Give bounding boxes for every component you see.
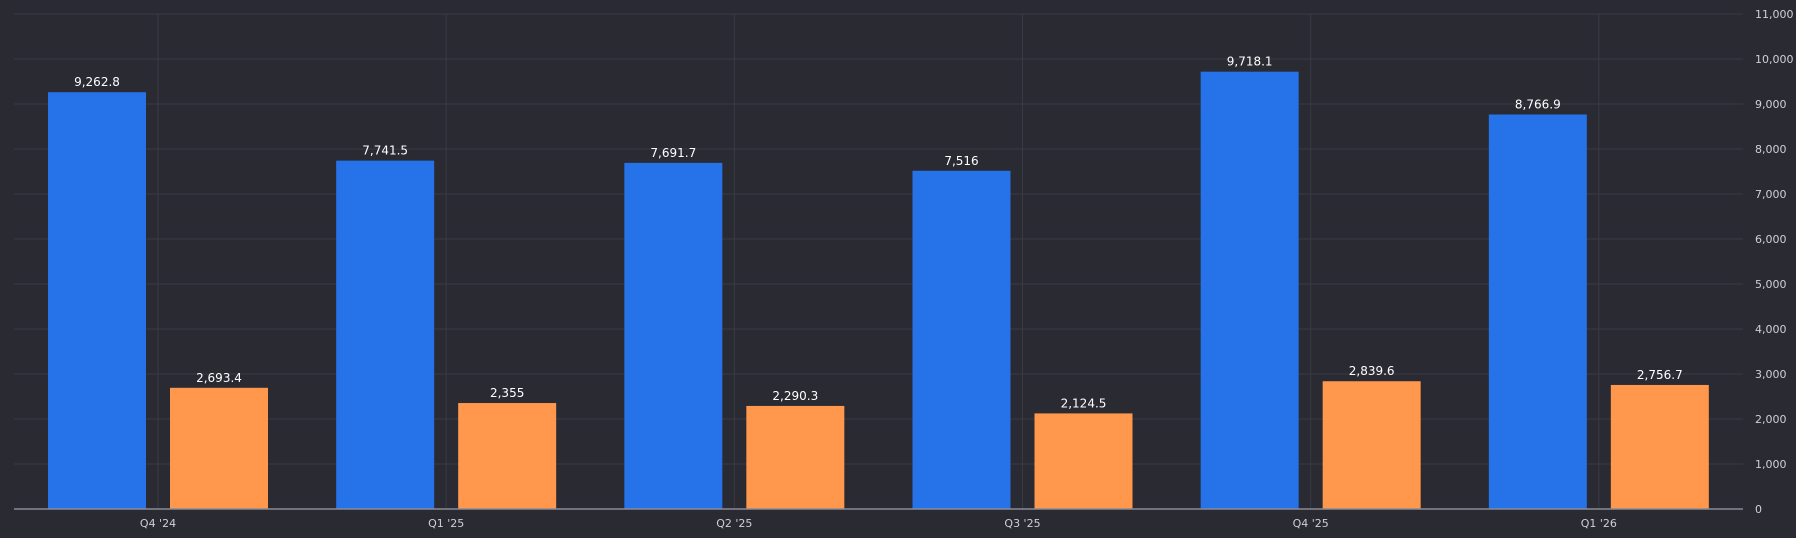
x-tick-label: Q2 '25 [716, 517, 752, 530]
bar-value-label: 2,693.4 [196, 371, 242, 385]
bar-value-label: 2,355 [490, 386, 524, 400]
bar-series-1[interactable] [48, 92, 146, 509]
bar-series-1[interactable] [912, 170, 1011, 509]
bar-value-label: 2,124.5 [1061, 396, 1107, 410]
bar-series-1[interactable] [1488, 114, 1587, 509]
y-tick-label: 1,000 [1755, 458, 1787, 471]
axis-layer: 0 1,000 2,000 3,000 4,000 5,000 6,000 7,000 8,00… [14, 8, 1794, 530]
data-labels-layer: 9,262.8 7,741.5 7,691.7 7,516 9,718.1 8,766.9… [74, 55, 1683, 411]
y-tick-label: 2,000 [1755, 413, 1787, 426]
bar-value-label: 8,766.9 [1515, 97, 1561, 111]
grid-layer [14, 13, 1743, 509]
bar-series-2[interactable] [458, 403, 557, 509]
y-tick-label: 4,000 [1755, 323, 1787, 336]
bar-value-label: 7,691.7 [650, 146, 696, 160]
bar-series-1[interactable] [1200, 71, 1299, 510]
y-tick-label: 8,000 [1755, 143, 1787, 156]
x-tick-label: Q1 '25 [428, 517, 464, 530]
y-tick-label: 5,000 [1755, 278, 1787, 291]
y-tick-label: 3,000 [1755, 368, 1787, 381]
bar-series-2[interactable] [1322, 381, 1421, 509]
x-tick-label: Q4 '25 [1293, 517, 1329, 530]
bar-value-label: 2,839.6 [1349, 364, 1395, 378]
y-tick-label: 6,000 [1755, 233, 1787, 246]
x-tick-label: Q3 '25 [1004, 517, 1040, 530]
y-tick-label: 10,000 [1755, 53, 1794, 66]
y-tick-label: 11,000 [1755, 8, 1794, 21]
bar-series-1[interactable] [336, 160, 435, 509]
bar-value-label: 7,516 [944, 154, 978, 168]
x-tick-label: Q1 '26 [1581, 517, 1617, 530]
bar-series-2[interactable] [1034, 413, 1133, 509]
bar-value-label: 9,262.8 [74, 75, 120, 89]
bar-value-label: 2,756.7 [1637, 368, 1683, 382]
bar-series-1[interactable] [624, 162, 723, 509]
bar-series-2[interactable] [170, 387, 268, 509]
y-tick-label: 9,000 [1755, 98, 1787, 111]
bar-value-label: 2,290.3 [772, 389, 818, 403]
bar-value-label: 7,741.5 [362, 144, 408, 158]
x-tick-label: Q4 '24 [140, 517, 176, 530]
bar-series-2[interactable] [1610, 384, 1709, 509]
y-tick-label: 7,000 [1755, 188, 1787, 201]
bar-series-2[interactable] [746, 405, 845, 509]
y-tick-label: 0 [1755, 503, 1762, 516]
bar-value-label: 9,718.1 [1227, 55, 1273, 69]
bars-layer [48, 71, 1709, 510]
